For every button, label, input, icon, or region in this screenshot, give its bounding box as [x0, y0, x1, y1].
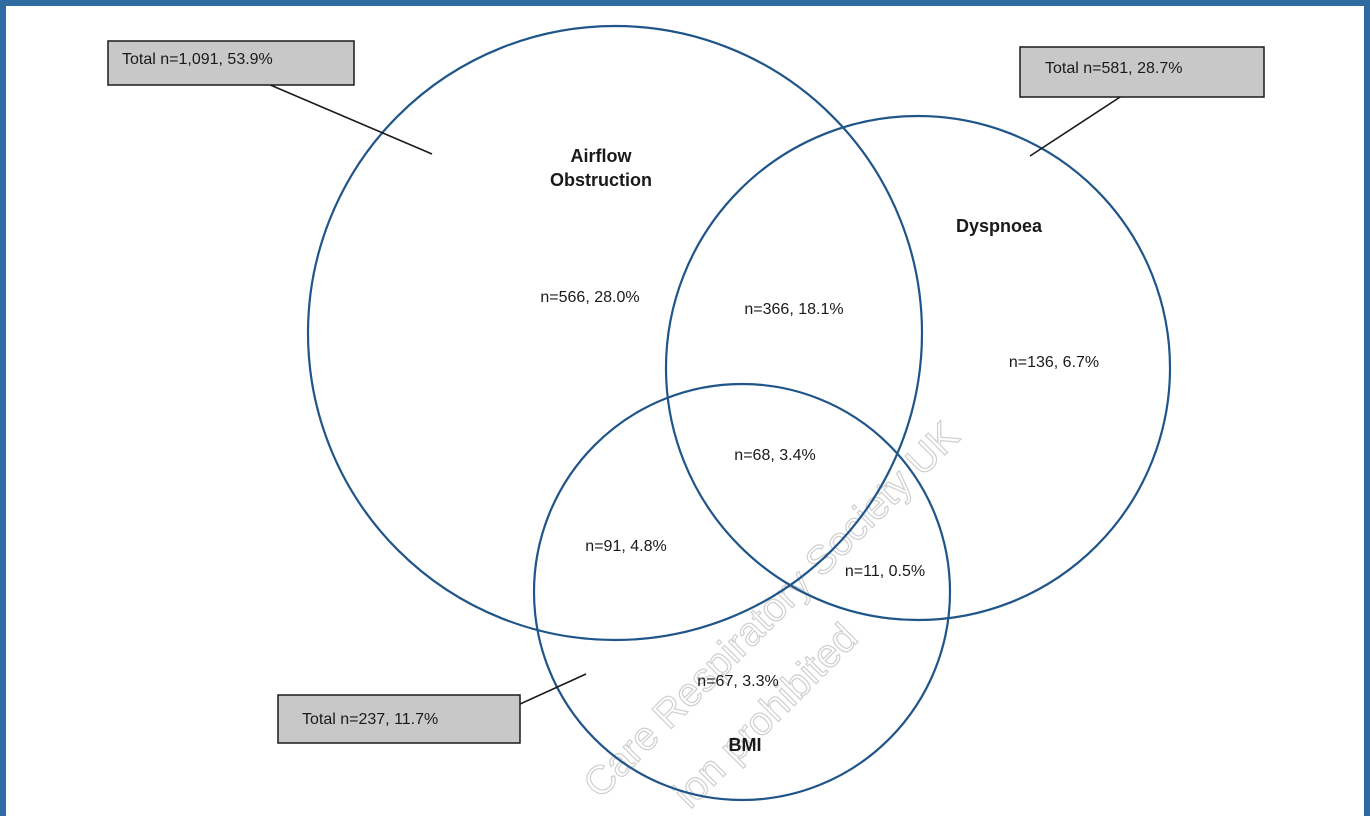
dyspnoea-total-box: Total n=581, 28.7% — [1019, 46, 1265, 98]
airflow-total-box: Total n=1,091, 53.9% — [107, 40, 355, 86]
bmi-total-box: Total n=237, 11.7% — [277, 694, 521, 744]
dyspnoea-total-label: Total n=581, 28.7% — [1045, 60, 1182, 77]
dyspnoea-bmi-region-label: n=11, 0.5% — [845, 563, 925, 580]
figure-panel — [6, 6, 1364, 816]
bmi-total-label: Total n=237, 11.7% — [302, 711, 438, 728]
airflow-total-leader — [267, 83, 433, 155]
dyspnoea-only-region-label: n=136, 6.7% — [1009, 354, 1099, 371]
airflow-obstruction-circle — [306, 24, 924, 642]
bmi-label: BMI — [729, 735, 762, 755]
airflow-total-label: Total n=1,091, 53.9% — [122, 51, 273, 68]
dyspnoea-label: Dyspnoea — [956, 216, 1043, 236]
airflow-dyspnoea-region-label: n=366, 18.1% — [744, 301, 843, 318]
dyspnoea-circle — [664, 114, 1172, 622]
watermark-line-1: Care Respiratory Society UK — [575, 413, 968, 806]
airflow-bmi-region-label: n=91, 4.8% — [585, 538, 666, 555]
bmi-circle — [532, 382, 952, 802]
watermark: Care Respiratory Society UK ion prohibit… — [575, 413, 969, 816]
bmi-only-region-label: n=67, 3.3% — [697, 673, 778, 690]
airflow-only-region-label: n=566, 28.0% — [540, 289, 639, 306]
airflow-obstruction-label-line-1: Airflow — [571, 146, 633, 166]
airflow-obstruction-label-line-2: Obstruction — [550, 170, 652, 190]
all-three-region-label: n=68, 3.4% — [734, 447, 815, 464]
